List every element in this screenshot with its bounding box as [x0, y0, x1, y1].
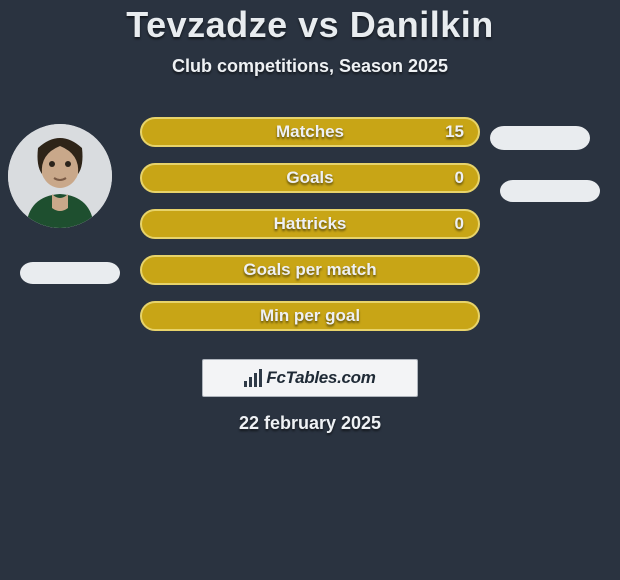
stat-label: Goals [286, 168, 333, 188]
brand-text: FcTables.com [266, 368, 375, 388]
page-title: Tevzadze vs Danilkin [0, 4, 620, 46]
subtitle: Club competitions, Season 2025 [0, 56, 620, 77]
stat-bar: Goals per match [140, 255, 480, 285]
stat-row: Hattricks 0 [0, 205, 620, 251]
stat-bar: Matches 15 [140, 117, 480, 147]
stat-row: Min per goal [0, 297, 620, 343]
stat-value: 0 [455, 214, 464, 234]
stat-label: Min per goal [260, 306, 360, 326]
stat-pill [500, 180, 600, 202]
stat-pill [20, 262, 120, 284]
stat-label: Matches [276, 122, 344, 142]
stat-bar: Hattricks 0 [140, 209, 480, 239]
brand-logo: FcTables.com [202, 359, 418, 397]
stat-bar: Min per goal [140, 301, 480, 331]
stat-value: 0 [455, 168, 464, 188]
stat-label: Hattricks [274, 214, 347, 234]
bar-chart-icon [244, 369, 262, 387]
stat-bar: Goals 0 [140, 163, 480, 193]
generation-date: 22 february 2025 [0, 413, 620, 434]
stat-value: 15 [445, 122, 464, 142]
stat-pill [490, 126, 590, 150]
stat-label: Goals per match [243, 260, 376, 280]
